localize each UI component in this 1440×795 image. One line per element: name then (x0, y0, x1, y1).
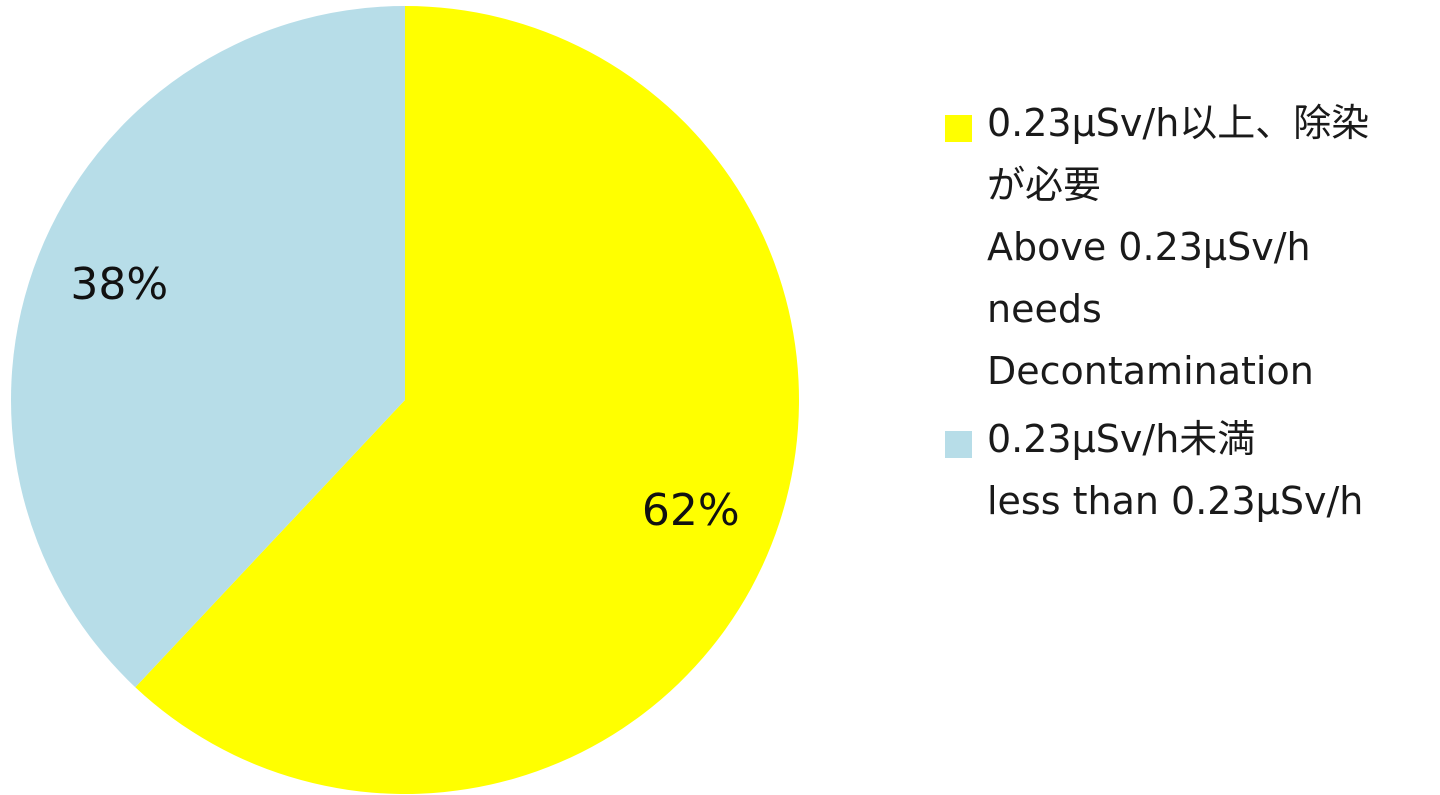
legend-swatch-blue (945, 431, 972, 458)
legend-item-above-threshold: 0.23μSv/h以上、除染 が必要 Above 0.23μSv/h needs… (945, 92, 1415, 402)
slice-label-above-threshold: 62% (642, 485, 740, 536)
pie-chart-plot: 62% 38% (11, 6, 799, 794)
slice-label-below-threshold: 38% (70, 259, 168, 310)
legend-swatch-yellow (945, 115, 972, 142)
pie-slice-below-threshold (11, 6, 406, 688)
legend-label-above-threshold: 0.23μSv/h以上、除染 が必要 Above 0.23μSv/h needs… (987, 101, 1370, 393)
pie-slice-above-threshold (135, 6, 799, 794)
chart-legend: 0.23μSv/h以上、除染 が必要 Above 0.23μSv/h needs… (945, 92, 1415, 538)
legend-item-below-threshold: 0.23μSv/h未満 less than 0.23μSv/h (945, 408, 1415, 532)
legend-label-below-threshold: 0.23μSv/h未満 less than 0.23μSv/h (987, 417, 1364, 523)
